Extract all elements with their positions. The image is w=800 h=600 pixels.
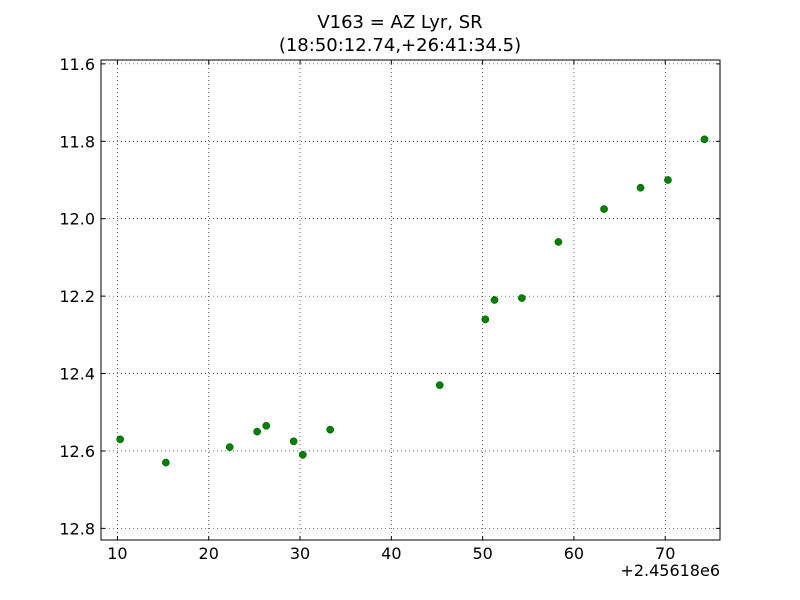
data-point [490,296,499,304]
y-tick-label: 11.6 [59,55,95,74]
data-point [253,427,261,436]
data-point [700,135,709,144]
data-point [481,315,490,324]
ticks-layer: 10 20 30 40 50 60 70 11.6 11.8 12.0 12.2 12.4 12.6 12… [59,55,720,563]
data-point [435,381,444,390]
x-tick-label: 60 [564,544,584,563]
chart-title: V163 = AZ Lyr, SR [317,12,483,33]
data-point [664,176,672,184]
data-point [636,183,645,192]
data-point [116,435,125,444]
y-tick-label: 11.8 [59,132,95,151]
x-axis-offset-label: +2.45618e6 [620,561,720,580]
data-point [298,450,307,459]
data-point [262,421,271,430]
data-point [518,294,526,302]
x-tick-label: 10 [107,544,127,563]
plot-frame [100,59,721,541]
y-tick-label: 12.4 [59,365,95,384]
y-tick-label: 12.2 [59,287,95,306]
y-tick-label: 12.6 [59,442,95,461]
data-point [600,205,608,213]
data-point [289,437,298,446]
x-tick-label: 40 [381,544,401,563]
points-layer [116,135,709,467]
x-tick-label: 30 [290,544,310,563]
x-tick-label: 50 [472,544,492,563]
x-tick-label: 20 [199,544,219,563]
x-tick-label: 70 [655,544,675,563]
data-point [554,238,563,246]
data-point [161,458,170,467]
data-point [225,443,234,451]
data-point [326,425,335,434]
grid-layer [101,60,720,540]
chart-subtitle: (18:50:12.74,+26:41:34.5) [278,35,522,56]
y-tick-label: 12.0 [59,210,95,229]
y-tick-label: 12.8 [59,519,95,538]
